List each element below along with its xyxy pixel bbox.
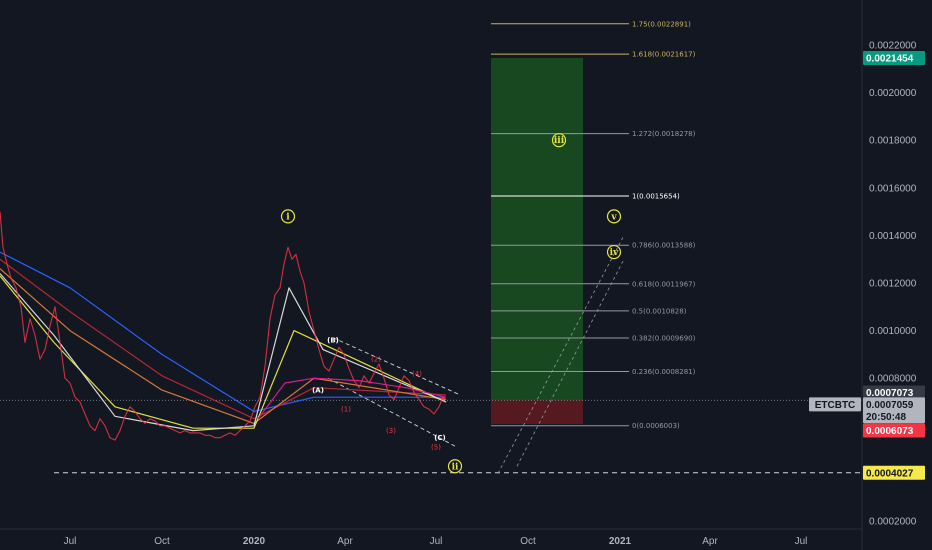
price-axis[interactable]: 0.0022000 0.0020000 0.0018000 0.0016000 0.00… xyxy=(869,41,917,528)
price-badge[interactable] xyxy=(863,465,925,480)
wave-label-circle xyxy=(551,133,567,148)
stop-zone[interactable] xyxy=(491,400,583,425)
wave-label: v xyxy=(610,212,617,222)
moving-average-line[interactable] xyxy=(0,251,446,413)
wave-label: iv xyxy=(610,248,619,258)
price-badge-text: 0.0007059 xyxy=(866,400,914,411)
fib-level-label: 1.618(0.0021617) xyxy=(632,51,696,59)
fib-level-label: 0.236(0.0008281) xyxy=(632,368,696,376)
wave-label: (3) xyxy=(386,427,396,435)
price-badge[interactable] xyxy=(863,423,925,438)
price-tick-label: 0.0016000 xyxy=(869,183,917,194)
moving-average-line[interactable] xyxy=(0,258,447,420)
price-tick-label: 0.0008000 xyxy=(869,374,917,385)
price-tick-label: 0.0020000 xyxy=(869,88,917,99)
channel-upper-line[interactable] xyxy=(332,337,461,396)
fib-level-label: 0.382(0.0009690) xyxy=(632,334,696,342)
wave-label: (1) xyxy=(341,406,351,414)
fib-level-label: 0(0.0006003) xyxy=(632,422,680,430)
price-line[interactable] xyxy=(0,211,447,441)
target-zone[interactable] xyxy=(491,57,583,401)
fib-level-label: 1.75(0.0022891) xyxy=(632,20,691,28)
wave-label: (2) xyxy=(371,356,381,364)
time-tick-label: 2020 xyxy=(243,536,266,547)
time-tick-label: Apr xyxy=(702,536,718,547)
wave-label-circle xyxy=(280,209,296,224)
price-badge[interactable] xyxy=(863,385,925,400)
price-badge[interactable] xyxy=(863,409,925,424)
wave-label: iii xyxy=(554,136,565,146)
projection-line xyxy=(516,259,625,467)
fib-level-label: 0.786(0.0013588) xyxy=(632,242,696,250)
projection-line xyxy=(497,235,625,474)
price-tick-label: 0.0022000 xyxy=(869,41,917,52)
wave-label: i xyxy=(286,212,290,222)
time-tick-label: Jul xyxy=(795,536,808,547)
time-tick-label: 2021 xyxy=(609,536,632,547)
price-badge-text: 0.0021454 xyxy=(866,53,914,64)
price-badge-text: 0.0006073 xyxy=(866,426,914,437)
wave-label: (A) xyxy=(312,386,324,394)
price-badge-text: 0.0004027 xyxy=(866,468,914,479)
time-axis[interactable]: Jul Oct 2020 Apr Jul Oct 2021 Apr Jul xyxy=(64,536,808,547)
symbol-badge-text: ETCBTC xyxy=(815,400,856,411)
moving-average-line[interactable] xyxy=(0,268,447,424)
wave-label-circle xyxy=(606,209,622,224)
price-badge[interactable] xyxy=(863,50,925,65)
time-tick-label: Apr xyxy=(337,536,353,547)
price-tick-label: 0.0012000 xyxy=(869,279,917,290)
time-tick-label: Oct xyxy=(520,536,536,547)
wave-label: (4) xyxy=(412,370,422,378)
fib-level-label: 1.272(0.0018278) xyxy=(632,130,696,138)
price-badge-text: 20:50:48 xyxy=(866,412,906,423)
price-tick-label: 0.0010000 xyxy=(869,326,917,337)
time-tick-label: Jul xyxy=(430,536,443,547)
wave-label: (5) xyxy=(431,444,441,452)
price-badge[interactable] xyxy=(863,397,925,412)
price-badge-text: 0.0007073 xyxy=(866,388,914,399)
wave-label: (C) xyxy=(434,434,446,442)
moving-average-line[interactable] xyxy=(0,273,447,432)
symbol-badge[interactable] xyxy=(809,397,861,412)
wave-label-circle xyxy=(606,244,622,260)
fib-level-label: 0.5(0.0010828) xyxy=(632,307,687,315)
wave-label: (B) xyxy=(327,337,339,345)
time-tick-label: Oct xyxy=(154,536,170,547)
wave-label-circle xyxy=(447,459,463,474)
price-tick-label: 0.0014000 xyxy=(869,231,917,242)
fib-level-label: 0.618(0.0011967) xyxy=(632,280,696,288)
time-tick-label: Jul xyxy=(64,536,77,547)
price-tick-label: 0.0018000 xyxy=(869,136,917,147)
fib-level-label: 1(0.0015654) xyxy=(632,193,680,201)
wave-label: ii xyxy=(452,462,459,472)
price-tick-label: 0.0002000 xyxy=(869,517,917,528)
